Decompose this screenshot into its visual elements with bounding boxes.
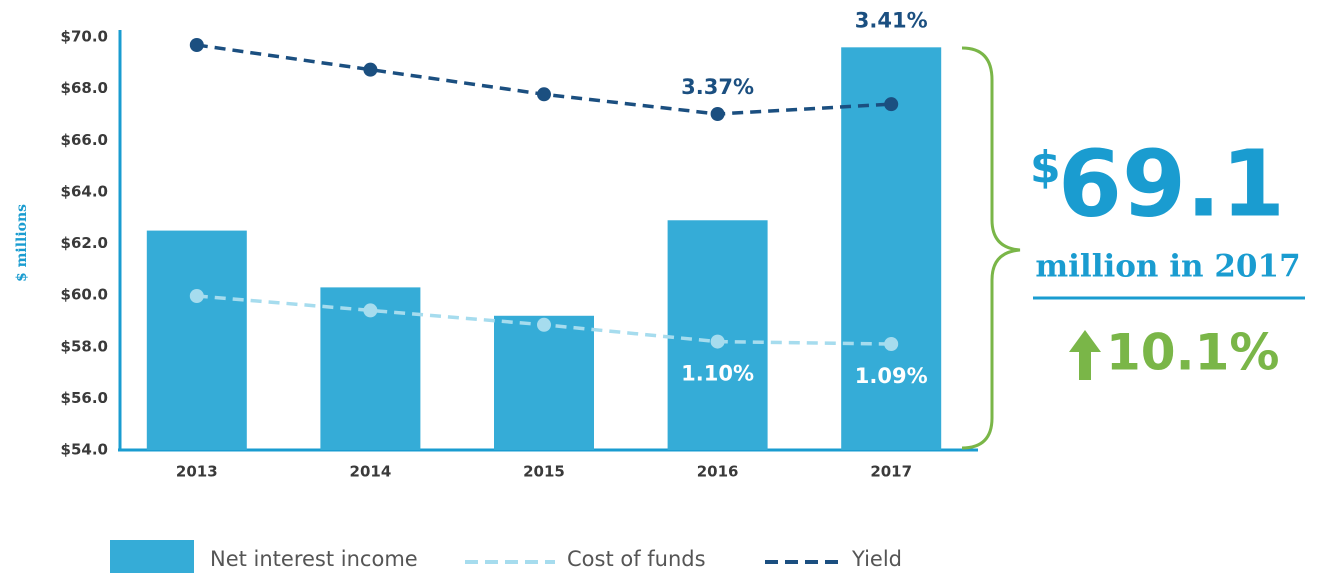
x-tick-label: 2014 [350,463,392,481]
legend-label: Yield [851,547,902,571]
y-tick-label: $70.0 [61,28,108,46]
point [884,337,899,351]
data-label: 3.37% [681,75,754,99]
up-arrow [1069,330,1101,380]
brace [961,46,1021,450]
y-tick-label: $56.0 [61,389,108,407]
point [189,38,204,52]
data-label: 1.09% [855,364,928,388]
y-tick-label: $58.0 [61,337,108,355]
x-tick-label: 2016 [697,463,739,481]
point [363,62,378,77]
point [710,107,725,121]
x-tick-label: 2013 [176,463,218,481]
point [537,87,551,102]
annotation-change: 10.1% [1106,324,1279,382]
bar [146,230,247,450]
annotation-currency: $ [1030,142,1061,193]
bar [841,47,942,450]
y-tick-label: $54.0 [61,441,108,459]
x-tick-label: 2017 [870,463,912,481]
point [884,97,899,112]
point [189,289,204,303]
bar [494,315,594,450]
legend-swatch [110,540,194,573]
point [537,317,551,332]
data-label: 1.10% [681,362,754,386]
y-tick-label: $66.0 [61,131,108,149]
legend-label: Cost of funds [567,547,706,571]
y-tick-label: $64.0 [61,182,108,200]
point [710,334,725,349]
data-label: 3.41% [855,8,928,32]
point [363,303,378,318]
annotation-value: 69.1 [1058,130,1285,237]
y-tick-label: $62.0 [61,234,108,252]
y-tick-label: $60.0 [61,286,108,304]
line [196,43,892,116]
y-axis-label: $ millions [14,204,30,282]
legend-label: Net interest income [210,547,418,571]
annotation-text: million in 2017 [1035,249,1300,285]
x-tick-label: 2015 [523,463,565,481]
y-tick-label: $68.0 [61,79,108,97]
